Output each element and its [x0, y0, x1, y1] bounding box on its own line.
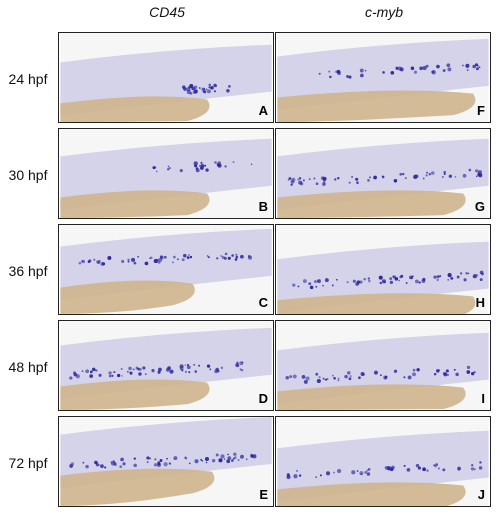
panel-letter-c: C [258, 295, 268, 310]
panel-letter-d: D [258, 391, 268, 406]
panel-a: A [58, 32, 274, 123]
panel-c: C [58, 224, 274, 315]
embryo-image-g [277, 129, 489, 218]
panel-h: H [275, 224, 491, 315]
panel-e: E [58, 416, 274, 507]
panel-b: B [58, 128, 274, 219]
row-label-30hpf: 30 hpf [8, 167, 48, 183]
panel-letter-g: G [474, 199, 485, 214]
embryo-image-j [277, 417, 489, 506]
panel-letter-e: E [259, 487, 268, 502]
panel-j: J [275, 416, 491, 507]
column-header-cd45: CD45 [149, 4, 185, 20]
panel-g: G [275, 128, 491, 219]
embryo-image-a [60, 33, 272, 122]
embryo-image-d [60, 321, 272, 410]
panel-i: I [275, 320, 491, 411]
row-label-48hpf: 48 hpf [8, 359, 48, 375]
panel-letter-j: J [477, 487, 485, 502]
row-label-36hpf: 36 hpf [8, 263, 48, 279]
panel-letter-h: H [475, 295, 485, 310]
panel-letter-i: I [481, 391, 485, 406]
panel-d: D [58, 320, 274, 411]
embryo-image-h [277, 225, 489, 314]
panel-letter-b: B [258, 199, 268, 214]
embryo-image-e [60, 417, 272, 506]
panel-letter-f: F [477, 103, 485, 118]
panel-f: F [275, 32, 491, 123]
embryo-image-c [60, 225, 272, 314]
embryo-image-b [60, 129, 272, 218]
embryo-image-i [277, 321, 489, 410]
embryo-image-f [277, 33, 489, 122]
panel-letter-a: A [258, 103, 268, 118]
row-label-72hpf: 72 hpf [8, 455, 48, 471]
column-header-cmyb: c-myb [364, 4, 404, 20]
row-label-24hpf: 24 hpf [8, 71, 48, 87]
